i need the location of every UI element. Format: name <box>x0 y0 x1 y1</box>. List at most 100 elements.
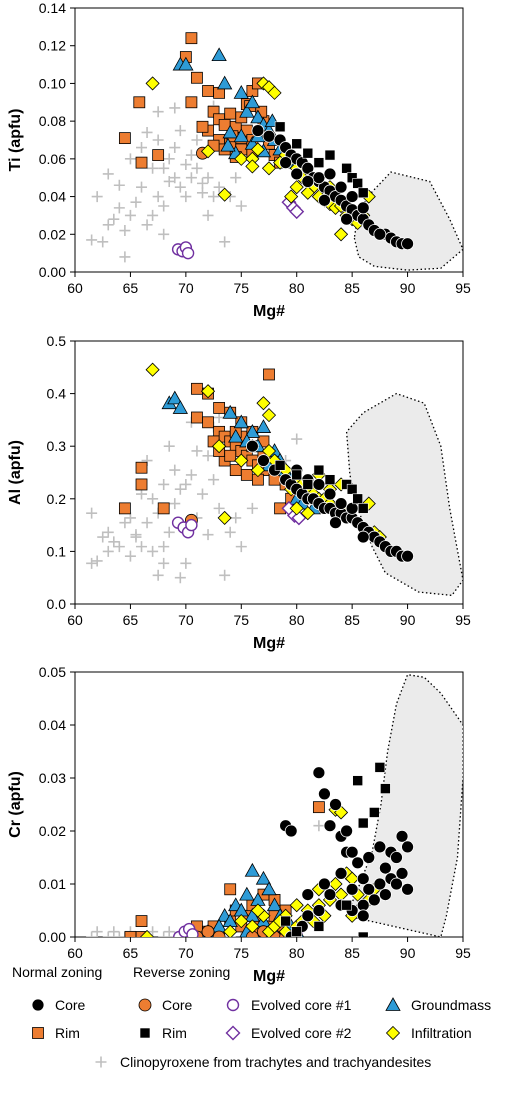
point-trachyte <box>147 493 159 505</box>
point-reverse-rim <box>357 187 369 199</box>
point-normal-core <box>334 497 348 510</box>
point-trachyte <box>147 162 159 174</box>
point-normal-core <box>312 171 326 185</box>
x-tick-label: 80 <box>289 612 305 628</box>
point-reverse-rim <box>324 149 336 161</box>
x-tick-label: 85 <box>344 945 360 961</box>
point-trachyte <box>191 445 203 457</box>
point-trachyte <box>158 557 170 569</box>
point-normal-core <box>323 888 337 901</box>
series-evolved1 <box>171 516 198 539</box>
legend-marker-evolved-core-1 <box>226 998 240 1012</box>
point-trachyte <box>113 541 125 553</box>
point-trachyte <box>213 502 225 514</box>
point-normal-rim <box>135 156 148 169</box>
point-trachyte <box>163 440 175 452</box>
legend-item-reverse-rim: Rim <box>139 1025 187 1041</box>
point-infiltration <box>223 924 238 937</box>
point-trachyte <box>235 541 247 553</box>
point-trachyte <box>202 529 214 541</box>
legend-item-infiltration: Infiltration <box>385 1025 472 1041</box>
point-normal-core <box>378 861 392 875</box>
y-tick-label: 0.1 <box>47 543 67 559</box>
point-trachyte <box>174 181 186 193</box>
point-trachyte <box>219 236 231 248</box>
point-infiltration <box>300 506 315 521</box>
point-groundmass <box>233 85 249 99</box>
x-axis-label: Mg# <box>253 635 285 652</box>
plot-frame <box>74 7 464 273</box>
legend-item-groundmass: Groundmass <box>385 997 491 1013</box>
point-trachyte <box>86 931 98 937</box>
y-tick-label: 0.10 <box>39 75 66 91</box>
x-tick-label: 90 <box>400 945 416 961</box>
point-normal-core <box>312 478 326 491</box>
point-trachyte <box>130 196 142 208</box>
series-normal_core <box>251 124 414 251</box>
point-trachyte <box>185 149 197 161</box>
point-reverse-rim <box>352 493 363 505</box>
point-infiltration <box>145 76 160 91</box>
point-normal-rim <box>124 931 137 937</box>
point-normal-core <box>312 904 326 917</box>
point-trachyte <box>147 545 159 557</box>
point-normal-rim <box>152 149 165 161</box>
point-trachyte <box>158 200 170 212</box>
point-normal-rim <box>118 132 131 145</box>
point-infiltration <box>250 142 265 157</box>
point-groundmass <box>244 94 261 109</box>
x-tick-label: 65 <box>123 612 139 628</box>
point-groundmass <box>244 424 261 438</box>
series-reverse_rim <box>274 121 369 199</box>
panel-1: 60 65 70 75 80 85 90 95 0.00 0.02 0.04 0.06 0.08 0.10… <box>7 0 471 320</box>
y-tick-label: 0.00 <box>39 929 66 945</box>
plot-area <box>86 32 463 271</box>
series-infiltration <box>145 76 376 242</box>
point-trachyte <box>230 512 242 524</box>
x-tick-label: 60 <box>67 945 83 961</box>
point-trachyte <box>196 187 208 199</box>
point-normal-core <box>284 824 298 838</box>
point-normal-core <box>301 909 315 923</box>
y-tick-label: 0.01 <box>39 876 66 892</box>
legend-label-evolved-core-2: Evolved core #2 <box>251 1025 352 1041</box>
plot-area <box>86 362 463 597</box>
point-normal-core <box>251 124 265 137</box>
x-tick-label: 95 <box>455 280 471 296</box>
point-trachyte <box>169 464 181 476</box>
point-trachyte <box>91 555 103 567</box>
point-trachyte <box>219 569 231 581</box>
x-tick-label: 85 <box>344 612 360 628</box>
point-normal-core <box>245 439 259 453</box>
point-trachyte <box>136 181 148 193</box>
y-tick-label: 0.08 <box>39 113 66 129</box>
point-trachyte <box>136 541 148 553</box>
point-trachyte <box>158 931 170 937</box>
point-evolved2 <box>291 510 307 526</box>
point-groundmass <box>233 128 249 143</box>
point-trachyte <box>158 541 170 553</box>
point-reverse-rim <box>357 817 369 829</box>
point-trachyte <box>202 172 214 184</box>
point-normal-core <box>373 227 387 241</box>
point-normal-core <box>290 167 304 181</box>
point-trachyte <box>196 488 208 500</box>
point-trachyte <box>141 126 153 138</box>
point-normal-core <box>351 856 365 870</box>
point-trachyte <box>119 225 131 237</box>
point-infiltration <box>289 898 304 913</box>
legend-label-reverse-rim: Rim <box>162 1025 187 1041</box>
legend-label-infiltration: Infiltration <box>411 1025 472 1041</box>
point-trachyte <box>174 125 186 137</box>
point-trachyte <box>119 517 131 529</box>
series-evolved1 <box>171 241 195 260</box>
series-normal_core <box>245 439 414 563</box>
legend-marker-normal-core-shape <box>31 998 45 1012</box>
point-normal-core <box>323 167 337 181</box>
point-groundmass <box>222 124 238 139</box>
point-normal-rim <box>191 71 203 84</box>
point-normal-rim <box>185 32 198 45</box>
point-trachyte <box>191 134 203 146</box>
point-normal-rim <box>224 107 237 120</box>
point-normal-core <box>334 180 348 194</box>
